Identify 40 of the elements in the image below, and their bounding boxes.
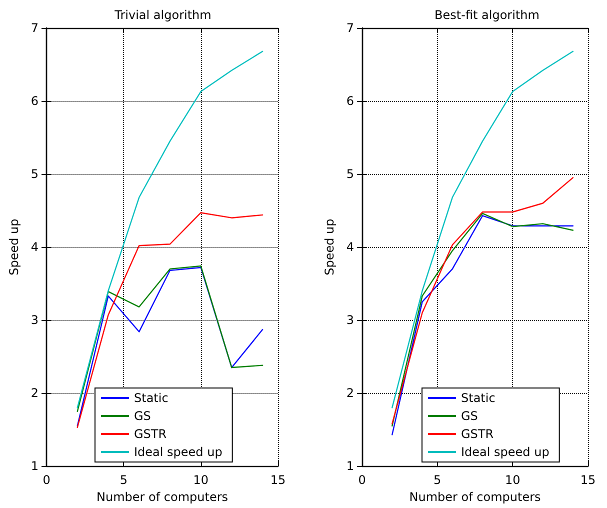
y-tick-label: 3 <box>30 313 39 328</box>
x-tick-label: 5 <box>120 473 128 488</box>
y-tick-label: 4 <box>30 240 39 254</box>
legend-label: Static <box>134 391 168 405</box>
x-tick-label: 10 <box>193 473 208 488</box>
y-tick-label: 3 <box>346 313 354 328</box>
line-series <box>76 212 264 428</box>
y-tick-label: 4 <box>346 240 354 254</box>
x-axis-title: Number of computers <box>96 490 228 504</box>
y-tick-label: 6 <box>30 94 39 108</box>
x-tick-label: 15 <box>580 473 596 488</box>
y-axis-title: Speed up <box>7 218 21 276</box>
line-series <box>392 177 574 424</box>
y-tick-label: 1 <box>346 459 354 474</box>
line-series <box>76 50 264 408</box>
x-tick-label: 15 <box>270 473 286 488</box>
x-axis-title: Number of computers <box>409 490 541 504</box>
legend-label: GS <box>134 409 151 423</box>
x-tick-label: 0 <box>358 473 366 488</box>
legend-label: GSTR <box>134 427 167 441</box>
x-tick-label: 0 <box>42 473 50 488</box>
legend-label: Static <box>461 391 496 405</box>
legend-label: GS <box>461 409 478 423</box>
x-tick-label: 5 <box>434 473 442 488</box>
line-series <box>392 50 574 408</box>
y-tick-label: 2 <box>30 386 39 400</box>
y-tick-label: 5 <box>30 167 39 182</box>
y-tick-label: 6 <box>346 94 354 108</box>
y-axis-title: Speed up <box>322 218 336 276</box>
chart-title: Best-fit algorithm <box>434 8 540 22</box>
y-tick-label: 7 <box>30 21 39 35</box>
y-tick-label: 1 <box>30 459 39 474</box>
chart-title: Trivial algorithm <box>114 8 212 22</box>
x-tick-label: 10 <box>505 473 520 488</box>
legend-label: Ideal speed up <box>134 445 222 459</box>
y-tick-label: 2 <box>346 386 354 400</box>
legend-label: Ideal speed up <box>461 445 550 459</box>
y-tick-label: 5 <box>346 167 354 182</box>
y-tick-label: 7 <box>346 21 354 35</box>
legend-label: GSTR <box>461 427 494 441</box>
